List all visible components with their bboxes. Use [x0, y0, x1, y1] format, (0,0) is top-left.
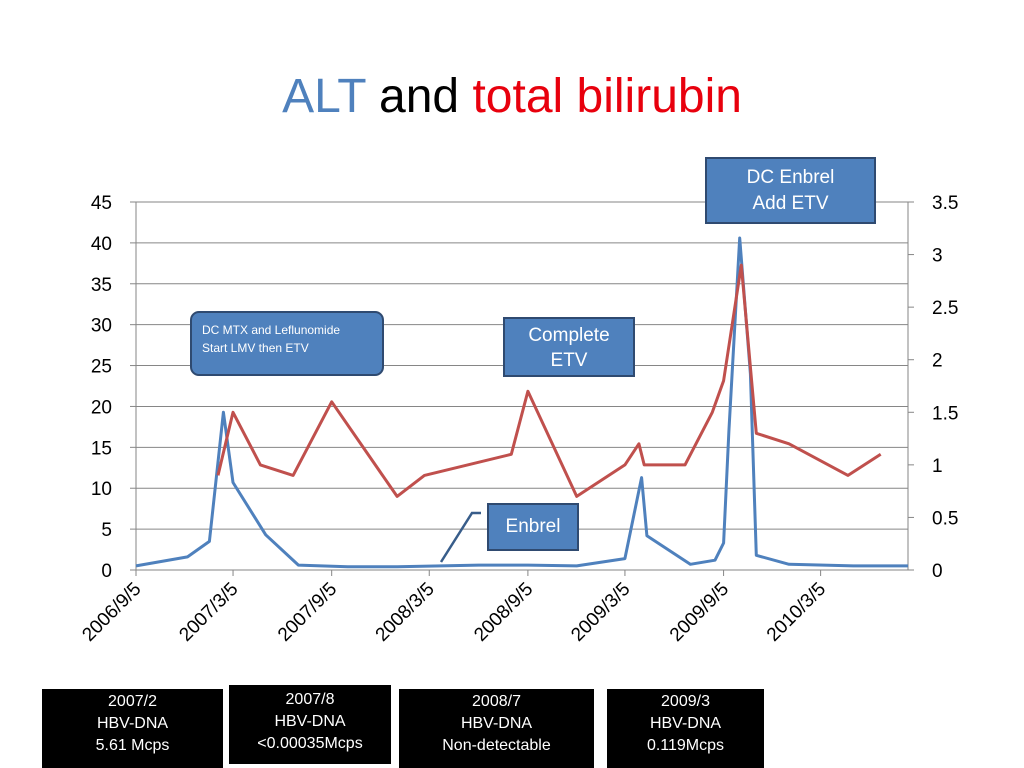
hbv-value: <0.00035Mcps — [257, 735, 363, 752]
x-tick-label: 2007/3/5 — [175, 579, 242, 646]
hbv-box-2007-8: 2007/8 HBV-DNA <0.00035Mcps — [229, 685, 391, 764]
hbv-date: 2008/7 — [472, 693, 521, 710]
y-right-tick-label: 2 — [932, 351, 943, 372]
y-right-tick-label: 0.5 — [932, 508, 958, 529]
y-left-tick-label: 45 — [91, 193, 112, 214]
x-tick-label: 2008/9/5 — [470, 579, 537, 646]
x-tick-label: 2009/9/5 — [666, 579, 733, 646]
enbrel-connector-line — [439, 511, 481, 563]
hbv-label: HBV-DNA — [274, 713, 346, 730]
y-right-tick-label: 2.5 — [932, 298, 958, 319]
y-left-tick-label: 15 — [91, 438, 112, 459]
line-chart: 0 5 10 15 20 25 30 35 40 45 0 0.5 1 1.5 2 2.5 3 3.5 2006/9… — [78, 193, 958, 646]
hbv-date: 2007/8 — [285, 691, 335, 708]
y-right-tick-label: 3.5 — [932, 193, 958, 214]
annotation-line: Add ETV — [752, 193, 829, 214]
annotation-dc-enbrel-add-etv: DC Enbrel Add ETV — [705, 157, 876, 224]
annotation-line: DC MTX and Leflunomide — [202, 323, 341, 337]
title-bilirubin: total bilirubin — [472, 70, 742, 123]
y-left-tick-label: 20 — [91, 397, 112, 418]
annotation-line: Start LMV then ETV — [202, 341, 309, 355]
annotation-line: Complete — [528, 325, 610, 346]
slide-title: ALT and total bilirubin — [0, 62, 1024, 132]
x-tick-label: 2007/9/5 — [274, 579, 341, 646]
x-tick-label: 2010/3/5 — [763, 579, 830, 646]
annotation-line: ETV — [550, 350, 588, 371]
annotation-dc-mtx-leflunomide: DC MTX and Leflunomide Start LMV then ET… — [190, 311, 384, 376]
annotation-complete-etv: Complete ETV — [503, 317, 635, 377]
y-left-tick-label: 30 — [91, 316, 112, 337]
hbv-value: 0.119Mcps — [646, 737, 725, 754]
y-right-tick-label: 0 — [932, 561, 943, 582]
y-left-tick-label: 40 — [91, 234, 112, 255]
enbrel-connector — [439, 511, 481, 563]
hbv-box-2008-7: 2008/7 HBV-DNA Non-detectable — [399, 689, 594, 768]
hbv-date: 2009/3 — [661, 693, 710, 710]
title-and: and — [379, 70, 460, 123]
x-tick-label: 2008/3/5 — [372, 579, 439, 646]
x-tick-label: 2006/9/5 — [78, 579, 145, 646]
hbv-label: HBV-DNA — [649, 715, 722, 732]
y-right-tick-label: 3 — [932, 246, 943, 267]
y-left-tick-label: 25 — [91, 357, 112, 378]
hbv-label: HBV-DNA — [96, 715, 169, 732]
y-right-tick-label: 1.5 — [932, 403, 958, 424]
series-line-total-bilirubin — [216, 263, 882, 498]
hbv-value: 5.61 Mcps — [95, 737, 170, 754]
hbv-box-2009-3: 2009/3 HBV-DNA 0.119Mcps — [607, 689, 764, 768]
annotation-line: DC Enbrel — [746, 167, 835, 188]
y-right-tick-label: 1 — [932, 456, 943, 477]
hbv-value: Non-detectable — [442, 737, 551, 754]
x-tick-label: 2009/3/5 — [567, 579, 634, 646]
title-alt: ALT — [282, 70, 366, 123]
axes — [130, 201, 914, 576]
y-left-tick-label: 10 — [91, 479, 112, 500]
tick-labels: 0 5 10 15 20 25 30 35 40 45 0 0.5 1 1.5 2 2.5 3 3.5 2006/9… — [78, 193, 958, 646]
annotation-enbrel: Enbrel — [487, 503, 579, 551]
grid-lines — [136, 201, 908, 571]
hbv-box-2007-2: 2007/2 HBV-DNA 5.61 Mcps — [42, 689, 223, 768]
y-left-tick-label: 0 — [101, 561, 112, 582]
series-lines — [135, 236, 908, 569]
y-left-tick-label: 35 — [91, 275, 112, 296]
y-left-tick-label: 5 — [101, 520, 112, 541]
hbv-label: HBV-DNA — [460, 715, 533, 732]
hbv-date: 2007/2 — [108, 693, 157, 710]
